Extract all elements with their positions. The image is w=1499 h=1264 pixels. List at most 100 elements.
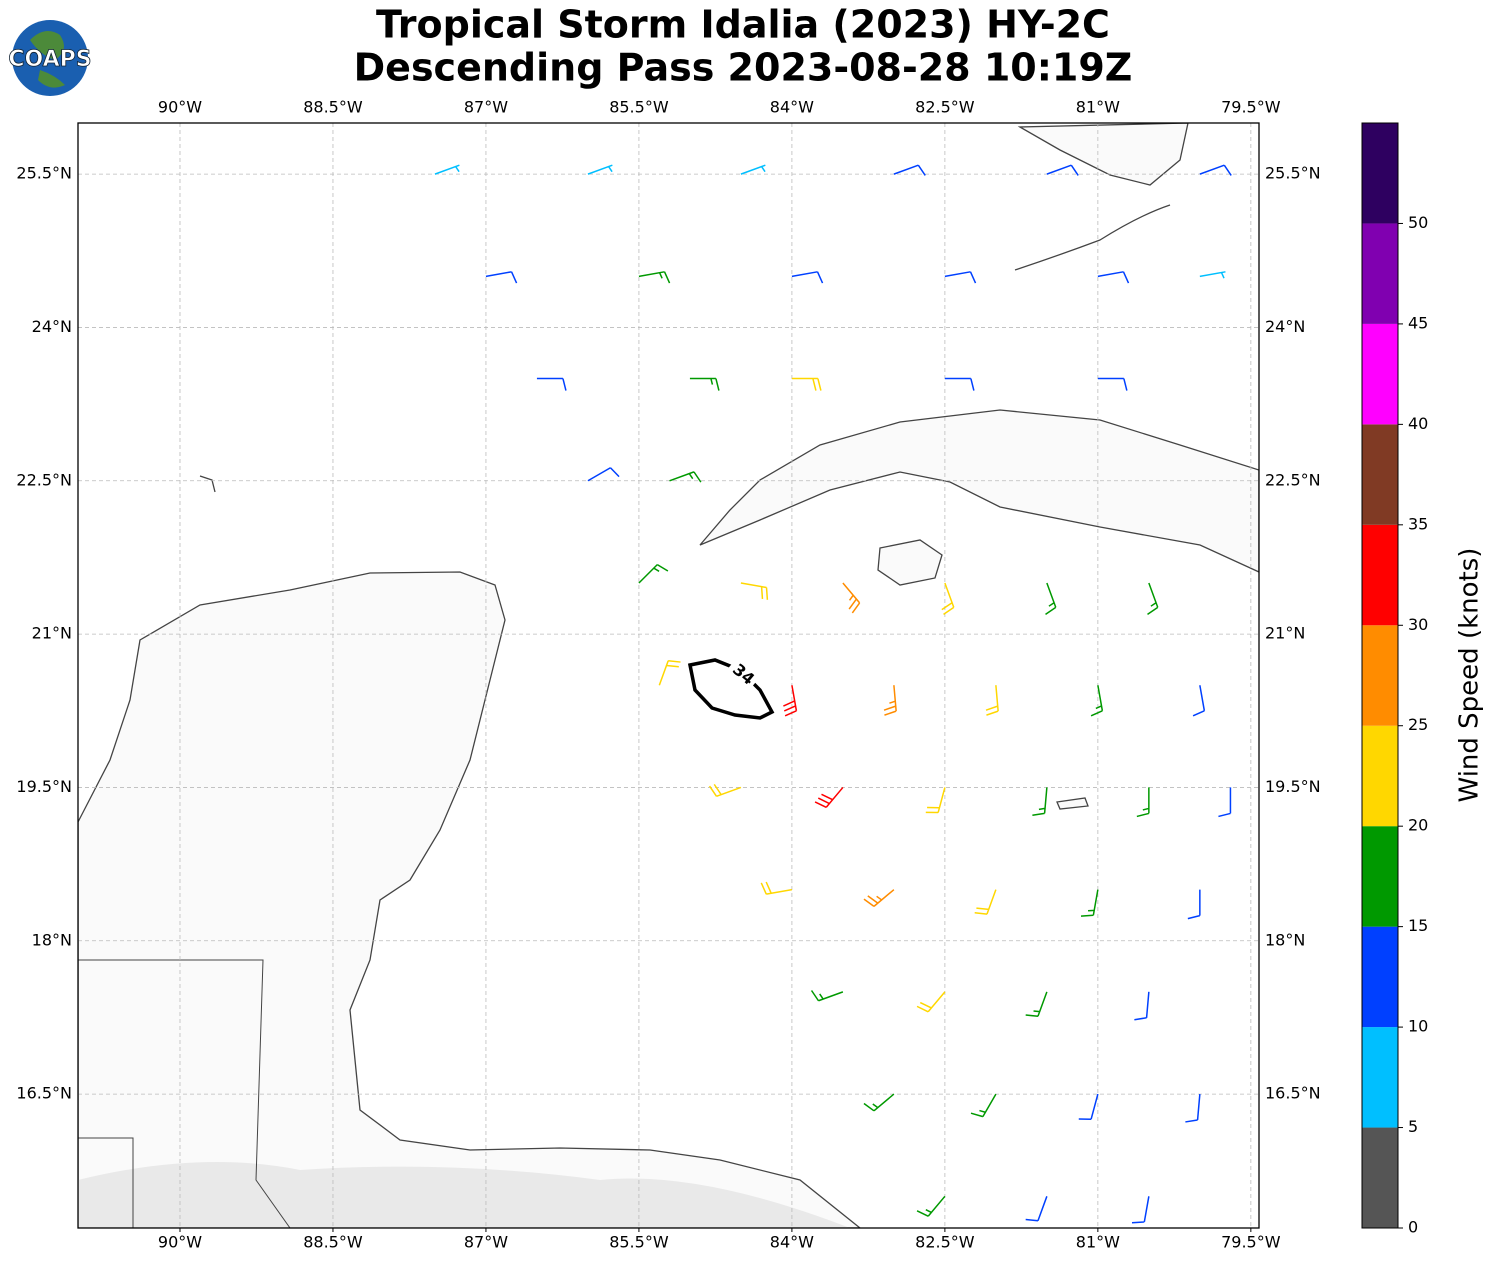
y-tick-label: 16.5°N [16,1084,72,1103]
y-tick-label: 21°N [32,624,72,643]
wind-barb [985,685,999,716]
wind-barb [1025,1196,1048,1222]
wind-barb [1080,889,1099,917]
colorbar-tick-label: 40 [1408,414,1428,433]
x-tick-label: 82.5°W [915,98,975,117]
wind-barb [1078,1093,1099,1120]
border [78,959,291,1228]
wind-barb [587,467,620,482]
colorbar-bin [1362,524,1398,626]
x-tick-label: 79.5°W [1221,98,1281,117]
logo-text: COAPS [8,47,91,72]
wind-barb [1218,787,1232,818]
wind-barb [1090,685,1104,717]
wind-barb [485,271,518,284]
wind-barb [1192,685,1206,717]
colorbar-bin [1362,1027,1398,1128]
x-tick-label: 90°W [158,98,202,117]
x-tick-label: 81°W [1076,98,1120,117]
wind-barb [1185,1094,1201,1123]
title-line: Tropical Storm Idalia (2023) HY-2C [376,3,1110,47]
yucatan-central-america [78,571,862,1228]
x-tick-label: 84°W [770,1233,814,1252]
colorbar-tick-label: 0 [1408,1218,1418,1237]
colorbar-tick-label: 20 [1408,816,1428,835]
colorbar-frame [1361,122,1399,1229]
wind-barb [941,582,955,615]
grid [78,123,1259,1228]
y-tick-label: 24°N [32,317,72,336]
x-tick-label: 90°W [158,1233,202,1252]
wind-barb [638,271,671,284]
wind-barb [944,377,975,391]
x-tick-label: 79.5°W [1221,1233,1281,1252]
wind-barb [893,164,926,176]
wind-barb [708,783,742,798]
wind-barb [587,164,613,175]
y-tick-label: 22.5°N [1265,470,1321,489]
wind-barb [970,1093,997,1118]
colorbar-bin [1362,123,1398,224]
wind-barb [1147,582,1159,615]
wind-barb [783,685,798,717]
colorbar-tick-label: 30 [1408,615,1428,634]
title-line: Descending Pass 2023-08-28 10:19Z [354,46,1133,90]
colorbar-bin [1362,424,1398,525]
wind-barb [740,164,766,175]
wind-barb [916,991,946,1013]
wind-barb [974,889,997,915]
colorbar-tick-label: 35 [1408,514,1428,533]
y-tick-label: 18°N [32,930,72,949]
colorbar-tick-label: 15 [1408,916,1428,935]
colorbar: 0 5 10 15 20 25 30 35 40 45 50 [1361,122,1428,1237]
wind-barb [658,660,681,686]
colorbar-bin [1362,625,1398,726]
cayman [1056,797,1089,810]
colorbar-bin [1362,223,1398,324]
x-tick-label: 87°W [464,1233,508,1252]
y-tick-label: 16.5°N [1265,1084,1321,1103]
wind-barb [1046,164,1079,176]
wind-barb [810,990,844,1002]
keys [1014,204,1171,271]
y-tick-label: 19.5°N [16,777,72,796]
axes-frame [77,122,1260,1229]
isla-juventud [877,539,943,586]
x-tick-label: 85.5°W [609,1233,669,1252]
wind-barb [1097,271,1130,284]
wind-barb [1136,787,1150,818]
wind-barb [842,582,861,614]
logo-land [30,31,65,88]
wind-barb [863,889,895,907]
contour-34 [687,658,775,720]
map-base [78,123,1259,1228]
wind-barb [916,1195,946,1217]
wind-barb [791,377,822,391]
barbs [434,164,1232,1224]
y-tick-label: 25.5°N [16,164,72,183]
wind-barb [791,271,824,284]
y-tick-label: 21°N [1265,624,1305,643]
colorbar-bin [1362,725,1398,827]
wind-barb [638,563,669,584]
wind-barb [689,377,720,391]
cuba [699,409,1259,573]
wind-barb [925,787,946,814]
x-tick-label: 88.5°W [303,98,363,117]
wind-barb [760,881,793,895]
colorbar-bin [1362,926,1398,1028]
contour-label-box [723,655,763,693]
colorbar-tick-label: 45 [1408,313,1428,332]
wind-barb [1199,271,1226,279]
colorbar-label: Wind Speed (knots) [1455,548,1485,803]
colorbar-bin [1362,826,1398,927]
wind-barb [1131,1196,1150,1224]
colorbar-bin [1362,1127,1398,1228]
wind-barb [1032,787,1048,817]
wind-barb [1045,582,1057,615]
x-tick-label: 84°W [770,98,814,117]
wind-barb [814,786,844,809]
wind-barb [863,1093,895,1112]
y-tick-label: 22.5°N [16,470,72,489]
